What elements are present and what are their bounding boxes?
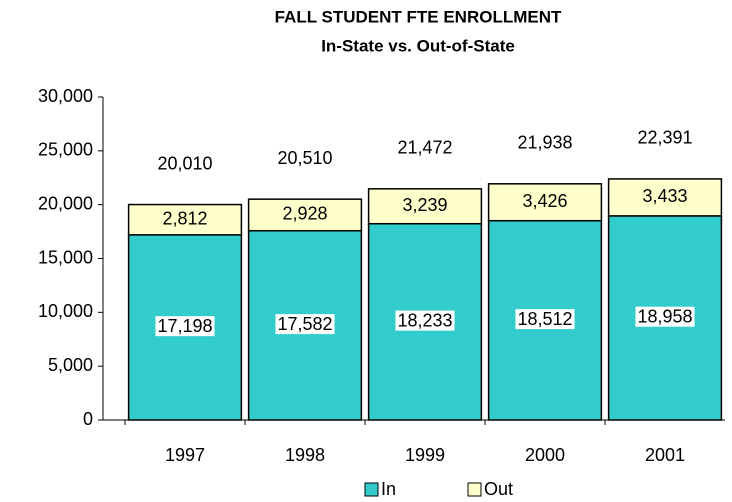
total-label: 20,510 bbox=[277, 148, 332, 168]
value-label: 18,233 bbox=[397, 311, 452, 331]
value-label: 2,812 bbox=[162, 208, 207, 228]
y-tick-label: 20,000 bbox=[38, 193, 93, 213]
value-label-box bbox=[400, 195, 450, 216]
x-tick-label: 1998 bbox=[285, 445, 325, 465]
value-label-box bbox=[515, 309, 575, 330]
value-label: 3,239 bbox=[402, 195, 447, 215]
value-label: 2,928 bbox=[282, 204, 327, 224]
total-label: 22,391 bbox=[637, 128, 692, 148]
value-label-box bbox=[280, 203, 330, 224]
value-label-box bbox=[640, 186, 690, 207]
total-label: 20,010 bbox=[157, 153, 212, 173]
y-tick-label: 0 bbox=[83, 409, 93, 429]
legend-label: Out bbox=[484, 479, 513, 499]
value-label: 18,958 bbox=[637, 307, 692, 327]
value-label-box bbox=[395, 310, 455, 331]
value-label: 17,582 bbox=[277, 314, 332, 334]
y-tick-label: 25,000 bbox=[38, 140, 93, 160]
value-label: 18,512 bbox=[517, 309, 572, 329]
value-label-box bbox=[155, 316, 215, 337]
value-label-box bbox=[275, 314, 335, 335]
x-tick-label: 2001 bbox=[645, 445, 685, 465]
chart-subtitle: In-State vs. Out-of-State bbox=[321, 36, 515, 55]
value-label: 3,426 bbox=[522, 191, 567, 211]
y-tick-label: 30,000 bbox=[38, 86, 93, 106]
value-label-box bbox=[635, 306, 695, 327]
value-label: 3,433 bbox=[642, 186, 687, 206]
total-label: 21,472 bbox=[397, 138, 452, 158]
value-label-box bbox=[520, 190, 570, 211]
y-tick-label: 10,000 bbox=[38, 301, 93, 321]
y-tick-label: 15,000 bbox=[38, 247, 93, 267]
legend-label: In bbox=[381, 479, 396, 499]
chart-title: FALL STUDENT FTE ENROLLMENT bbox=[275, 7, 562, 26]
total-label: 21,938 bbox=[517, 133, 572, 153]
y-tick-label: 5,000 bbox=[48, 355, 93, 375]
value-label: 17,198 bbox=[157, 316, 212, 336]
x-tick-label: 1999 bbox=[405, 445, 445, 465]
x-tick-label: 2000 bbox=[525, 445, 565, 465]
legend-swatch bbox=[364, 482, 379, 497]
value-label-box bbox=[160, 208, 210, 229]
legend-swatch bbox=[467, 482, 482, 497]
x-tick-label: 1997 bbox=[165, 445, 205, 465]
